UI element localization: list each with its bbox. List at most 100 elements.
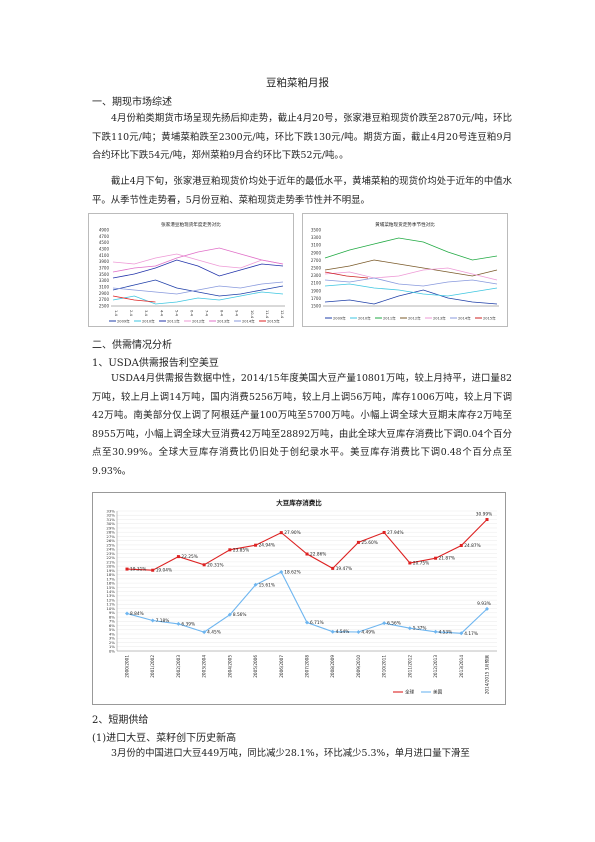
main-x-tick: 2008/2009 [330,655,335,678]
main-data-label: 5.37% [413,626,427,632]
main-point-us [227,612,232,617]
left-y-tick: 3300 [99,278,110,283]
right-legend-label: 2012年 [408,316,421,321]
right-y-tick: 1700 [311,296,322,301]
document-title: 豆粕菜粕月报 [266,77,329,89]
main-point-us [485,606,489,611]
right-series-line [324,277,498,287]
main-data-label: 24.94% [259,543,275,549]
left-y-tick: 3700 [99,266,110,271]
left-y-tick: 4500 [99,240,110,245]
left-y-tick: 2900 [99,291,110,296]
main-x-tick: 2012/2013 [433,655,438,678]
main-y-tick: 16% [106,581,115,586]
main-y-tick: 29% [106,525,115,530]
right-legend-label: 2010年 [358,316,371,321]
left-series-line [112,291,284,305]
left-legend-label: 2009年 [117,319,130,324]
left-x-tick: 9-4 [235,310,239,317]
main-x-tick: 2014/2015 3月预测 [484,655,491,694]
right-y-tick: 2100 [311,281,322,286]
main-point-global [176,555,180,559]
main-point-global [305,552,309,556]
main-y-tick: 24% [106,547,115,552]
main-point-global [382,530,386,534]
main-data-label: 21.87% [439,556,455,562]
paragraph-usda: USDA4月供需报告数据中性，2014/15年度美国大豆产量10801万吨，较上… [92,373,512,477]
left-y-tick: 3100 [99,285,110,290]
main-y-tick: 7% [109,619,115,624]
main-y-tick: 11% [106,602,115,607]
main-data-label: 23.85% [233,547,249,553]
left-x-tick: 6-4 [189,310,193,317]
left-legend-label: 2013年 [217,319,230,324]
left-x-tick: 8-4 [220,310,224,317]
left-x-tick: 5-4 [174,310,178,317]
right-y-tick: 3300 [311,235,322,240]
paragraph-market-2: 截止4月下旬，张家港豆粕现货价均处于近年的最低水平，黄埔菜粕的现货价均处于近年的… [92,176,512,206]
main-point-us [253,582,258,587]
left-x-tick: 1-4 [114,310,118,317]
main-data-label: 9.93% [477,601,491,607]
main-point-us [382,621,387,626]
main-data-label: 6.39% [181,621,195,627]
main-y-tick: 10% [106,606,115,611]
main-y-tick: 2% [109,640,115,645]
left-series-line [112,281,284,295]
main-data-label: 7.18% [156,618,170,624]
right-legend-label: 2014年 [458,316,471,321]
main-data-label: 8.56% [233,612,247,618]
right-y-tick: 3100 [311,243,322,248]
chart-main-title: 大豆库存消费比 [276,498,322,507]
main-point-global [459,543,463,547]
main-point-us [330,629,335,634]
subheading-usda: 1、USDA供需报告利空美豆 [92,358,219,369]
main-y-tick: 25% [106,542,115,547]
main-y-tick: 6% [109,623,115,628]
main-y-tick: 30% [106,521,115,526]
main-point-us [279,570,284,575]
main-point-us [407,626,412,631]
left-series-line [112,295,156,303]
right-legend-label: 2011年 [383,316,396,321]
right-legend-label: 2013年 [433,316,446,321]
left-y-tick: 2500 [99,304,110,309]
main-y-tick: 8% [109,614,115,619]
main-point-global [254,543,258,547]
main-y-tick: 18% [106,572,115,577]
left-series-line [112,253,284,269]
main-y-tick: 4% [109,631,115,636]
right-legend-label: 2009年 [333,316,346,321]
main-y-tick: 5% [109,627,115,632]
main-y-tick: 21% [106,559,115,564]
main-y-tick: 9% [109,610,115,615]
main-point-global [408,561,412,565]
chart-left-title: 张家港豆粕现货年度走势对比 [161,221,221,228]
chart-main-svg: 大豆库存消费比 0%1%2%3%4%5%6%7%8%9%10%11%12%13%… [106,498,497,696]
main-point-us [202,630,207,635]
right-y-tick: 2300 [311,273,322,278]
left-x-tick: 2-4 [129,310,133,317]
left-legend-label: 2010年 [142,319,155,324]
main-data-label: 18.62% [284,570,300,576]
paragraph-imports: 3月份的中国进口大豆449万吨，同比减少28.1%，环比减少5.3%，单月进口量… [111,748,470,759]
main-y-tick: 27% [106,534,115,539]
left-x-tick: 11-4 [265,310,269,319]
main-x-tick: 2002/2003 [176,655,181,678]
main-data-label: 4.45% [207,630,221,636]
main-data-label: 19.04% [156,568,172,574]
main-data-label: 20.31% [207,562,223,568]
right-series-line [324,237,498,261]
main-y-tick: 32% [106,513,115,518]
main-y-tick: 26% [106,538,115,543]
main-legend-label: 全球 [405,689,415,696]
main-point-us [356,629,361,634]
chart-soybean-stock-to-use: 大豆库存消费比 0% 1% 2% 3% 4% 5% 6% 7% 8% 9% 10% 11% 12% 13%… [92,492,506,705]
main-y-tick: 33% [106,508,115,513]
left-legend-label: 2015年 [267,319,280,324]
main-data-label: 4.53% [439,629,453,635]
main-data-label: 6.71% [310,620,324,626]
section-heading-market: 一、期现市场综述 [92,97,172,108]
chart-right-svg: 黄埔菜粕现货走势季节性对比 3500 3300 3100 2900 2700 2500 23… [311,221,499,321]
left-y-tick: 4900 [99,228,110,233]
